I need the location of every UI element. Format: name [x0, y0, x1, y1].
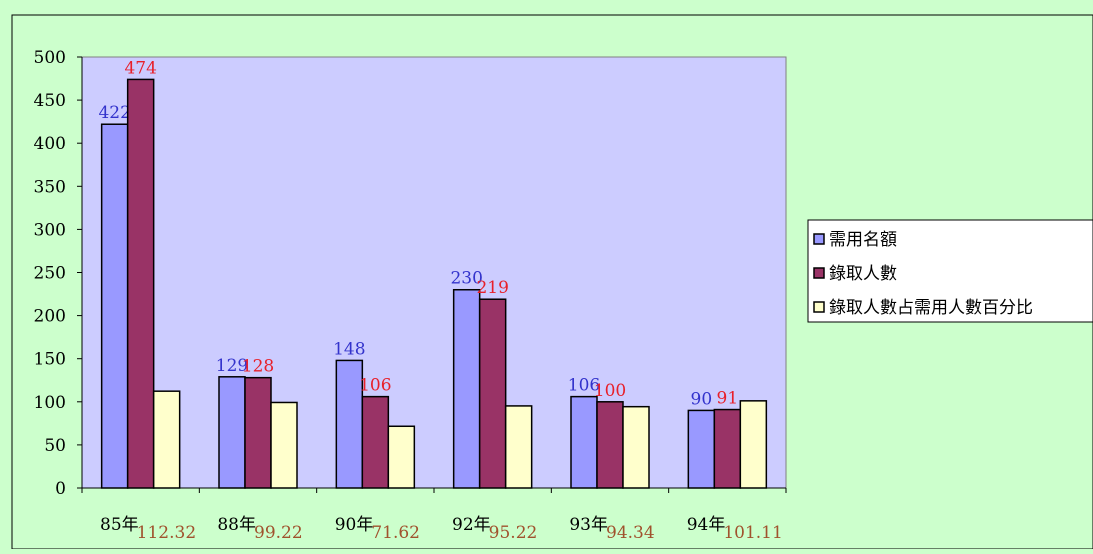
bar	[713, 408, 742, 489]
data-label: 148	[333, 339, 365, 359]
bar	[244, 376, 272, 489]
data-label: 128	[242, 357, 274, 377]
bar	[387, 425, 416, 489]
x-tick-label: 92年	[452, 515, 491, 535]
bar	[452, 288, 481, 489]
y-tick-label: 0	[55, 479, 66, 499]
category-annotation: 71.62	[371, 523, 420, 543]
plot-area	[81, 56, 787, 489]
y-tick-label: 200	[34, 307, 66, 327]
bar	[152, 390, 181, 489]
y-tick-label: 450	[34, 91, 66, 111]
bar	[218, 376, 246, 489]
bar	[739, 400, 768, 489]
category-annotation: 94.34	[606, 523, 655, 543]
bar	[504, 405, 533, 489]
category-annotation: 101.11	[723, 523, 782, 543]
bar	[570, 395, 598, 489]
legend-label: 錄取人數	[829, 264, 897, 284]
x-tick-label: 85年	[100, 515, 139, 535]
legend-label: 錄取人數占需用人數百分比	[829, 298, 1033, 318]
y-tick-label: 350	[34, 177, 66, 197]
data-label: 106	[359, 376, 391, 396]
bar	[126, 78, 155, 489]
bar	[335, 359, 364, 489]
y-tick-label: 400	[34, 134, 66, 154]
bar	[622, 405, 650, 489]
y-tick-label: 50	[44, 436, 66, 456]
y-tick-label: 100	[34, 393, 66, 413]
x-tick-label: 93年	[569, 515, 608, 535]
legend-swatch	[813, 233, 825, 245]
y-tick-label: 250	[34, 264, 66, 284]
y-tick-label: 500	[34, 48, 66, 68]
category-annotation: 99.22	[254, 523, 303, 543]
legend-box	[807, 219, 1093, 323]
data-label: 422	[98, 103, 130, 123]
data-label: 91	[717, 389, 739, 409]
data-label: 129	[216, 356, 248, 376]
category-annotation: 95.22	[489, 523, 538, 543]
data-label: 219	[476, 278, 508, 298]
x-tick-label: 94年	[687, 515, 726, 535]
category-annotation: 112.32	[137, 523, 196, 543]
bar	[270, 401, 298, 489]
data-label: 230	[450, 269, 482, 289]
x-tick-label: 90年	[335, 515, 374, 535]
y-tick-label: 300	[34, 220, 66, 240]
data-label: 106	[568, 376, 600, 396]
x-tick-label: 88年	[217, 515, 256, 535]
bar	[478, 298, 507, 489]
bar	[687, 409, 716, 489]
bar	[596, 401, 624, 489]
data-label: 100	[594, 381, 626, 401]
bar	[361, 395, 390, 489]
legend-label: 需用名額	[829, 230, 897, 250]
y-tick-label: 150	[34, 350, 66, 370]
legend-swatch	[813, 267, 825, 279]
bar	[100, 123, 129, 489]
data-label: 474	[124, 58, 156, 78]
legend-swatch	[813, 301, 825, 313]
data-label: 90	[691, 389, 713, 409]
